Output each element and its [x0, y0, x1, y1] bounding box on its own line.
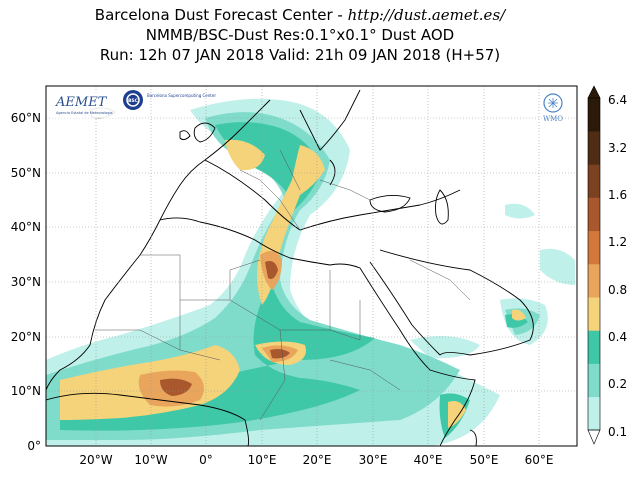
colorbar-segment	[588, 396, 600, 431]
colorbar-labels: 0.1 0.2 0.4 0.8 1.2 1.6 3.2 6.4	[608, 93, 627, 439]
x-tick-label: 40°E	[414, 453, 443, 467]
map-frame	[45, 85, 578, 447]
colorbar-segment	[588, 264, 600, 298]
aemet-logo-text: AEMET	[55, 95, 108, 110]
colorbar-label: 0.2	[608, 377, 627, 391]
colorbar-label: 3.2	[608, 141, 627, 155]
y-tick-label: 0°	[27, 439, 41, 453]
x-tick-label: 30°E	[359, 453, 388, 467]
colorbar-bottom-arrow	[587, 429, 601, 445]
run-valid-info: Run: 12h 07 JAN 2018 Valid: 21h 09 JAN 2…	[99, 46, 501, 64]
colorbar-segment	[588, 131, 600, 165]
y-tick-label: 30°N	[11, 275, 41, 289]
colorbar-segment	[588, 230, 600, 265]
y-tick-label: 20°N	[11, 330, 41, 344]
colorbar-label: 1.6	[608, 188, 627, 202]
y-tick-label: 40°N	[11, 220, 41, 234]
bsc-logo: BSC Barcelona Supercomputing Center	[123, 90, 216, 110]
aemet-logo-subtext: Agencia Estatal de Meteorología	[56, 111, 113, 115]
colorbar-segment	[588, 330, 600, 364]
colorbar-top-arrow	[587, 85, 601, 99]
wmo-logo: WMO	[543, 93, 563, 123]
y-axis-labels: 0° 10°N 20°N 30°N 40°N 50°N 60°N	[11, 111, 41, 453]
colorbar-segments	[588, 98, 600, 431]
wmo-logo-text: WMO	[543, 115, 563, 123]
x-tick-label: 50°E	[470, 453, 499, 467]
colorbar-segment	[588, 164, 600, 198]
colorbar-segment	[588, 197, 600, 232]
dust-level-1-6	[160, 261, 290, 396]
y-tick-label: 50°N	[11, 166, 41, 180]
model-info: NMMB/BSC-Dust Res:0.1°x0.1° Dust AOD	[145, 26, 455, 44]
colorbar-segment	[588, 363, 600, 398]
colorbar-label: 0.4	[608, 330, 627, 344]
x-tick-label: 10°E	[248, 453, 277, 467]
bsc-logo-text: BSC	[128, 98, 139, 104]
x-tick-label: 20°W	[79, 453, 112, 467]
x-tick-label: 60°E	[525, 453, 554, 467]
title-url: http://dust.aemet.es/	[347, 6, 506, 24]
bsc-logo-emblem	[123, 90, 143, 110]
colorbar-label: 6.4	[608, 93, 627, 107]
x-tick-label: 20°E	[303, 453, 332, 467]
aemet-logo: AEMET Agencia Estatal de Meteorología	[52, 90, 118, 118]
x-tick-label: 10°W	[134, 453, 167, 467]
chart-title: Barcelona Dust Forecast Center - http://…	[0, 6, 600, 24]
colorbar	[587, 85, 601, 445]
x-axis-labels: 20°W 10°W 0° 10°E 20°E 30°E 40°E 50°E 60…	[79, 453, 553, 467]
dust-fields	[46, 98, 575, 446]
bsc-logo-subtext: Barcelona Supercomputing Center	[147, 93, 216, 98]
colorbar-label: 0.1	[608, 425, 627, 439]
title-prefix: Barcelona Dust Forecast Center -	[94, 6, 348, 24]
coastlines	[46, 89, 534, 446]
country-borders	[95, 149, 471, 421]
x-tick-label: 0°	[199, 453, 213, 467]
colorbar-label: 1.2	[608, 235, 627, 249]
colorbar-segment	[588, 98, 600, 132]
colorbar-segment	[588, 297, 600, 331]
colorbar-label: 0.8	[608, 283, 627, 297]
y-tick-label: 60°N	[11, 111, 41, 125]
y-tick-label: 10°N	[11, 384, 41, 398]
gridlines	[46, 86, 577, 447]
wmo-emblem-icon	[543, 93, 563, 113]
